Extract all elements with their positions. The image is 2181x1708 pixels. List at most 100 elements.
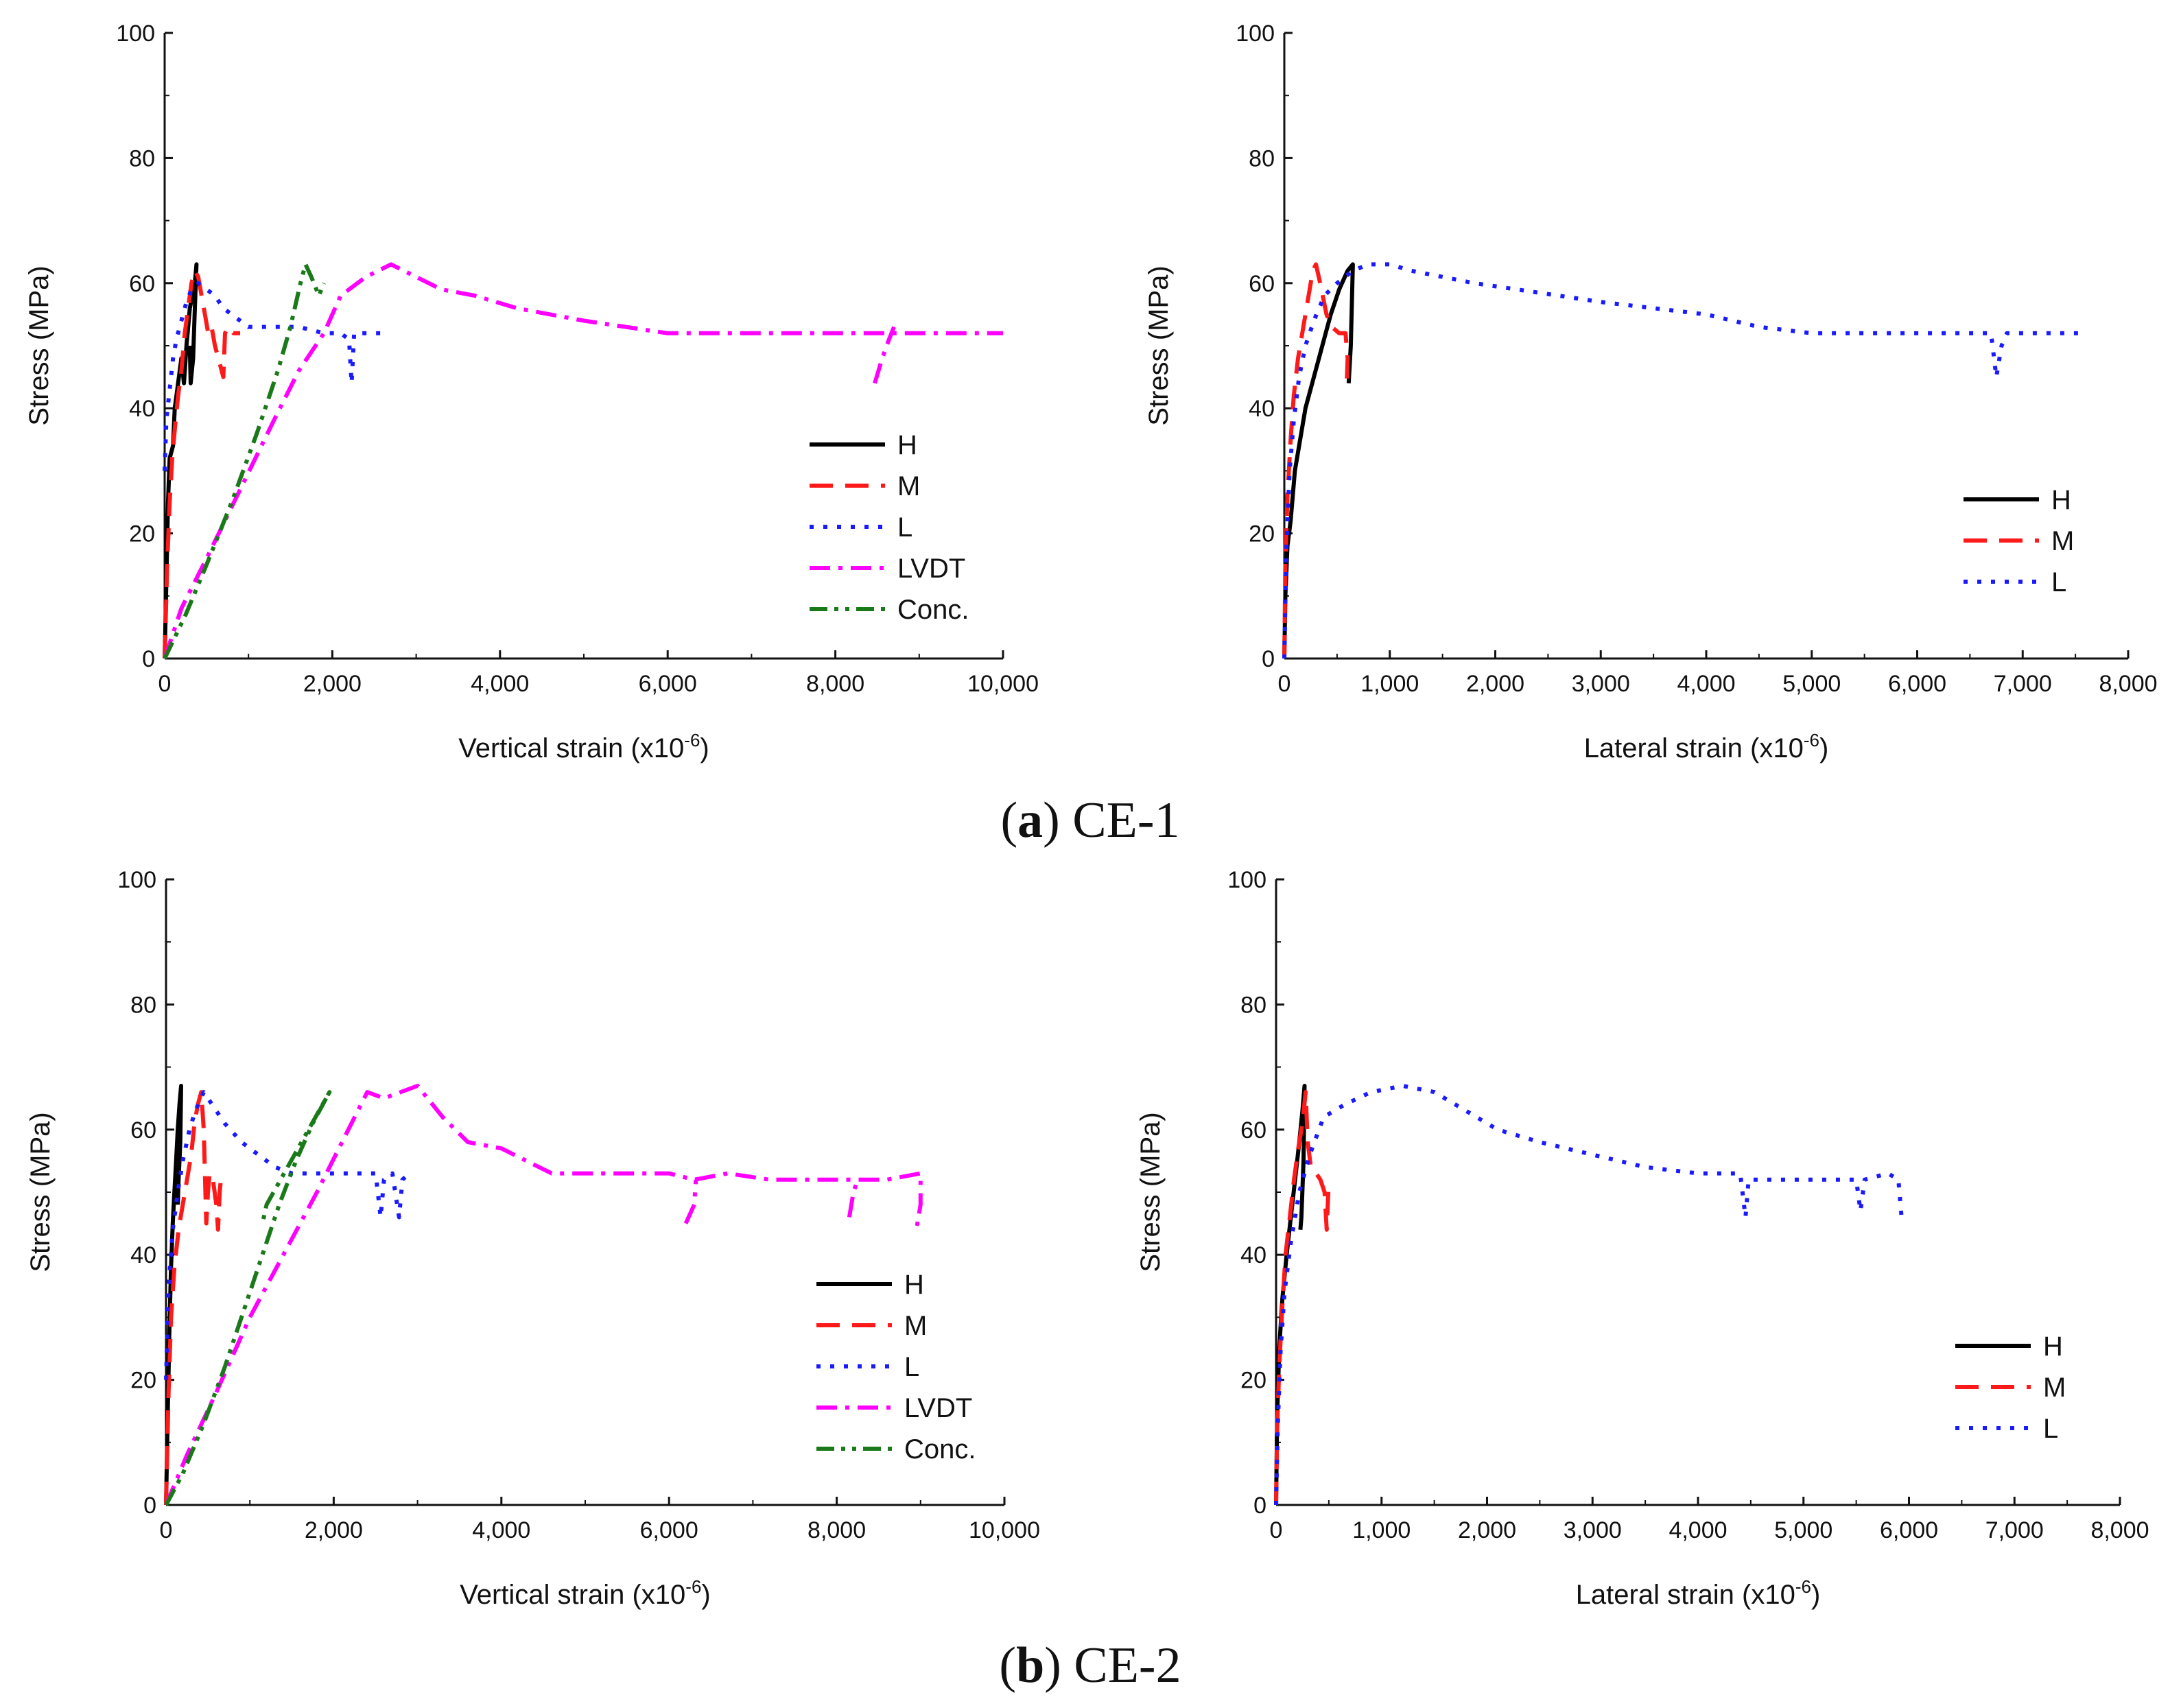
x-tick-label: 7,000 — [1994, 671, 2052, 697]
x-axis-title: Lateral strain (x10-6) — [1584, 730, 1829, 763]
legend-label: Conc. — [904, 1434, 976, 1464]
legend-label: LVDT — [904, 1393, 972, 1423]
series-line-h — [164, 1084, 183, 1506]
x-tick-label: 5,000 — [1782, 671, 1841, 697]
y-tick-label: 60 — [1249, 271, 1275, 297]
legend: HML LVDT Conc. — [810, 430, 969, 625]
series-line-conc- — [164, 1090, 332, 1506]
chart-b-left: 0 20 40 60 80 100 0 2,000 4,000 6,000 8,000 10,000 V… — [25, 867, 1040, 1610]
legend-label: H — [2043, 1331, 2063, 1362]
series-line-lvdt — [164, 1084, 923, 1506]
x-tick-label: 0 — [160, 1517, 173, 1543]
legend: HML LVDT Conc. — [816, 1270, 976, 1464]
x-tick-label: 2,000 — [1466, 671, 1524, 697]
x-tick-label: 3,000 — [1564, 1517, 1622, 1543]
y-tick-label: 80 — [130, 992, 156, 1018]
legend: HML — [1955, 1331, 2066, 1444]
legend: HML — [1964, 485, 2074, 597]
series-line-l — [1274, 1084, 1904, 1506]
y-tick-label: 20 — [129, 521, 155, 547]
y-tick-label: 100 — [116, 21, 155, 47]
x-tick-label: 6,000 — [639, 671, 697, 697]
x-tick-label: 6,000 — [1880, 1517, 1938, 1543]
legend-label: L — [2051, 567, 2066, 597]
x-tick-label: 0 — [1270, 1517, 1283, 1543]
y-tick-label: 80 — [1249, 145, 1275, 171]
x-tick-label: 8,000 — [807, 1517, 866, 1543]
x-tick-label: 10,000 — [969, 1517, 1040, 1543]
x-tick-label: 1,000 — [1360, 671, 1419, 697]
series-line-h — [163, 262, 199, 659]
chart-b-right: 0 20 40 60 80 100 0 1,000 2,000 3,000 4,000 5,000 6,… — [1135, 867, 2149, 1610]
y-tick-label: 40 — [1249, 396, 1275, 422]
y-tick-label: 0 — [1262, 646, 1275, 672]
y-tick-label: 40 — [1240, 1242, 1266, 1268]
y-tick-label: 40 — [130, 1242, 156, 1268]
y-tick-label: 80 — [1240, 992, 1266, 1018]
x-tick-label: 2,000 — [303, 671, 362, 697]
legend-label: H — [2051, 485, 2071, 515]
legend-label: M — [897, 471, 920, 501]
y-tick-label: 100 — [117, 867, 156, 893]
y-tick-label: 0 — [1253, 1493, 1266, 1519]
y-axis-title: Stress (MPa) — [1135, 1112, 1166, 1272]
y-tick-label: 100 — [1227, 867, 1266, 893]
x-tick-label: 0 — [158, 671, 172, 697]
x-tick-label: 2,000 — [1458, 1517, 1516, 1543]
chart-a-left: 0 20 40 60 80 100 0 2,000 4,000 6,000 8,000 10,000 V… — [24, 21, 1039, 763]
y-tick-label: 60 — [1240, 1117, 1266, 1143]
legend-label: M — [2043, 1373, 2066, 1403]
y-tick-label: 20 — [1249, 521, 1275, 547]
series-line-lvdt-drop1 — [683, 1179, 698, 1224]
x-tick-label: 6,000 — [1888, 671, 1946, 697]
series-line-h — [1282, 262, 1355, 659]
y-tick-label: 20 — [1240, 1368, 1266, 1394]
x-tick-label: 0 — [1278, 671, 1291, 697]
x-tick-label: 4,000 — [1677, 671, 1735, 697]
legend-label: LVDT — [897, 554, 965, 584]
series-line-conc- — [163, 262, 326, 660]
y-tick-label: 60 — [129, 271, 155, 297]
series-line-l — [164, 1090, 411, 1380]
legend-label: Conc. — [897, 595, 969, 625]
x-tick-label: 4,000 — [471, 671, 529, 697]
series-line-m — [1282, 262, 1350, 659]
caption-b: (b) CE-2 — [999, 1637, 1181, 1694]
x-axis-title: Vertical strain (x10-6) — [458, 730, 709, 763]
series-line-l — [163, 281, 388, 471]
legend-label: L — [897, 512, 912, 543]
legend-label: H — [904, 1270, 924, 1300]
x-tick-label: 8,000 — [2090, 1517, 2149, 1543]
series-line-m — [164, 1090, 224, 1506]
y-tick-label: 20 — [130, 1368, 156, 1394]
legend-label: M — [2051, 526, 2074, 556]
series-line-m — [163, 268, 240, 659]
x-tick-label: 4,000 — [472, 1517, 530, 1543]
y-tick-label: 100 — [1236, 21, 1275, 47]
x-tick-label: 4,000 — [1669, 1517, 1727, 1543]
chart-a-right: 0 20 40 60 80 100 0 1,000 2,000 3,000 4,000 5,000 6,… — [1144, 21, 2158, 763]
series-line-lvdt-drop2 — [847, 1178, 860, 1218]
y-axis-title: Stress (MPa) — [24, 265, 54, 425]
series-line-lvdt — [163, 262, 1003, 659]
y-tick-label: 60 — [130, 1117, 156, 1143]
x-tick-label: 8,000 — [806, 671, 864, 697]
legend-label: L — [2043, 1414, 2058, 1444]
series-line-lvdt-drop — [873, 326, 896, 384]
x-tick-label: 1,000 — [1352, 1517, 1411, 1543]
legend-label: M — [904, 1311, 927, 1341]
x-tick-label: 2,000 — [305, 1517, 363, 1543]
y-axis-title: Stress (MPa) — [25, 1112, 56, 1272]
y-tick-label: 0 — [143, 1493, 156, 1519]
series-line-l — [1282, 262, 2086, 659]
caption-a: (a) CE-1 — [1000, 792, 1179, 849]
x-axis-title: Lateral strain (x10-6) — [1576, 1576, 1821, 1610]
x-tick-label: 3,000 — [1572, 671, 1630, 697]
y-tick-label: 0 — [142, 646, 155, 672]
legend-label: L — [904, 1352, 919, 1382]
x-tick-label: 10,000 — [967, 671, 1039, 697]
y-tick-label: 40 — [129, 396, 155, 422]
x-tick-label: 7,000 — [1985, 1517, 2044, 1543]
x-tick-label: 5,000 — [1774, 1517, 1832, 1543]
